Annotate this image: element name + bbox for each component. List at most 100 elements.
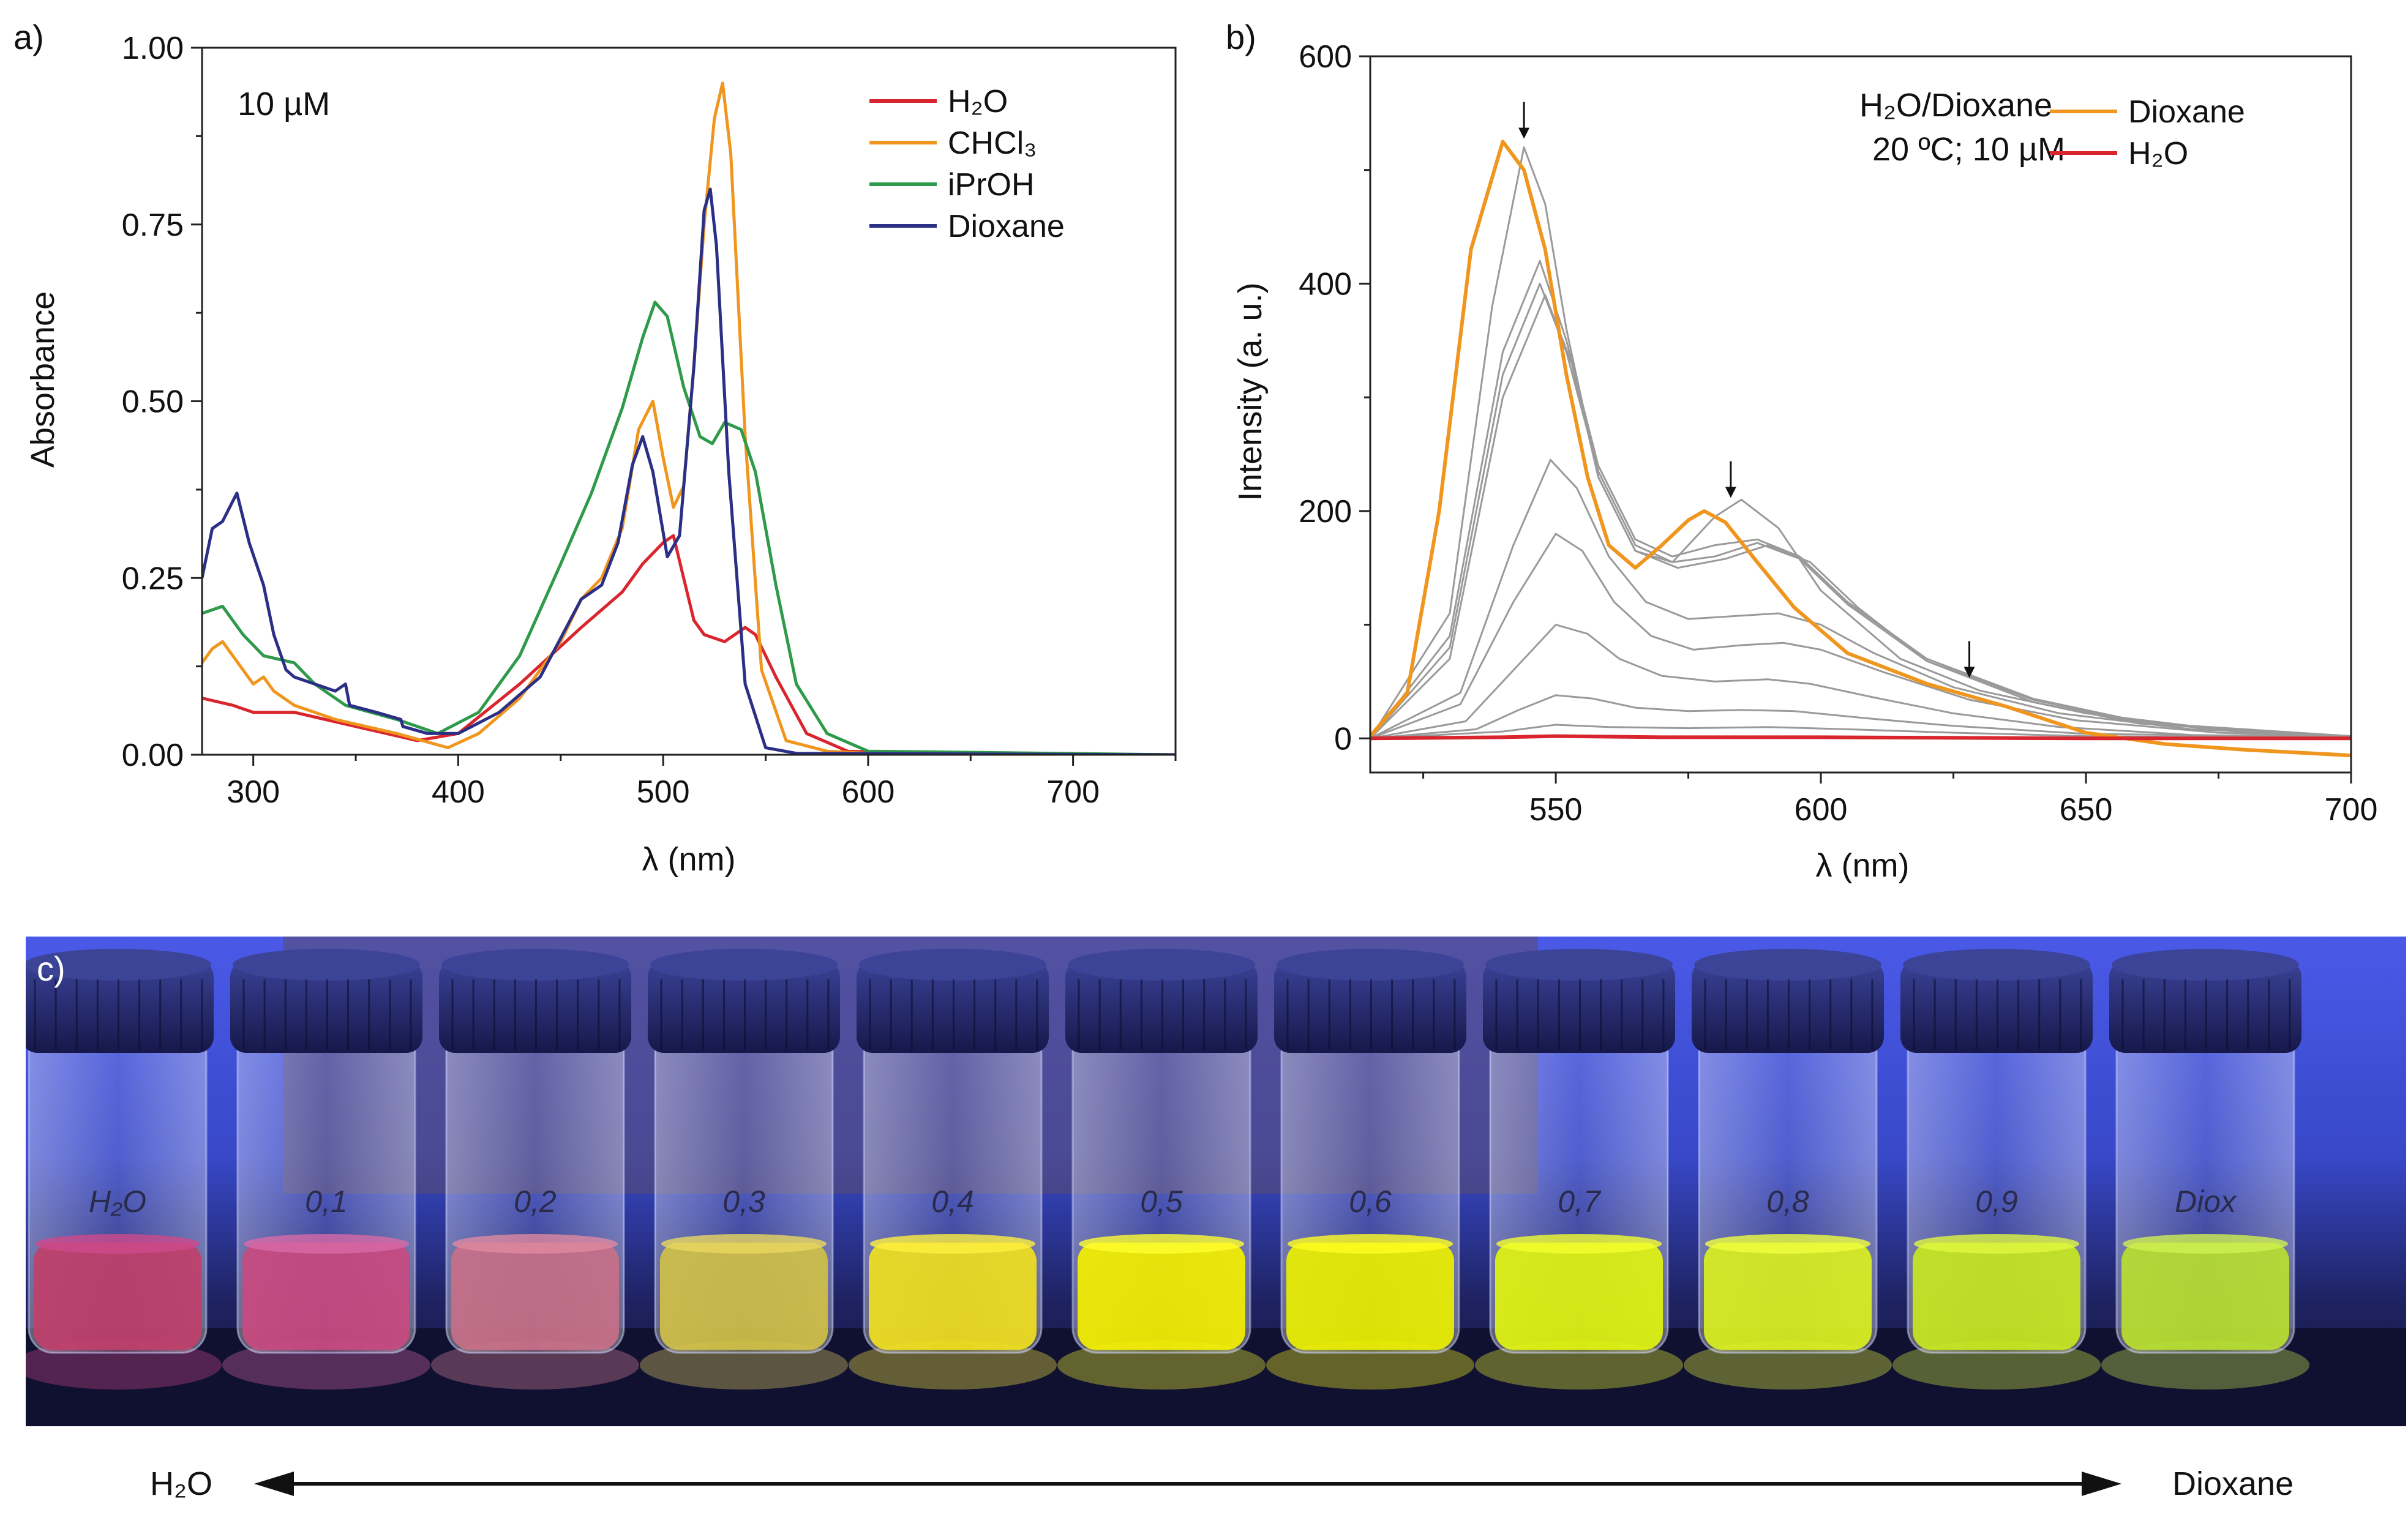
vial: 0,7	[1475, 949, 1683, 1390]
x-tick-label: 700	[2325, 792, 2378, 828]
emission-legend: Dioxane H₂O	[2050, 94, 2245, 171]
vial-meniscus	[661, 1234, 827, 1254]
vials-photo: H₂O 0,1 0,2 0,3 0,4 0,5 0,6 0,7 0,8 0,9 Diox	[26, 937, 2406, 1426]
vial-liquid	[1913, 1243, 2080, 1350]
series-line-mix-5	[1370, 458, 2351, 739]
series-line-mix-1	[1370, 146, 2351, 739]
vial-cap-top	[1277, 949, 1464, 981]
absorbance-concentration-note: 10 µM	[238, 86, 330, 122]
vial-label: H₂O	[89, 1184, 146, 1219]
panel-a-label: a)	[13, 18, 44, 56]
emission-axes: 550 600 650 700 0 200 400 600	[1299, 39, 2377, 828]
legend-label: Dioxane	[948, 209, 1065, 244]
emission-conditions-note: 20 ºC; 10 µM	[1872, 131, 2065, 168]
series-line-h-o	[1370, 734, 2351, 741]
vial: 0,3	[640, 949, 848, 1390]
vial: H₂O	[26, 949, 222, 1390]
y-tick-label: 1.00	[122, 31, 184, 66]
vial-label: Diox	[2175, 1184, 2237, 1219]
absorbance-plot-area	[202, 81, 1176, 755]
vial-label: 0,8	[1766, 1184, 1809, 1219]
x-tick-label: 650	[2060, 792, 2113, 828]
decrease-arrow-head	[1518, 127, 1530, 139]
legend-label: iPrOH	[948, 167, 1035, 203]
plot-frame	[1369, 55, 2352, 774]
series-line-mix-2	[1370, 260, 2351, 739]
y-tick-label: 200	[1299, 494, 1352, 529]
vial-cap-top	[650, 949, 838, 981]
series-line-mix-4	[1370, 294, 2351, 739]
y-tick-label: 0.75	[122, 208, 184, 243]
y-tick-label: 600	[1299, 39, 1352, 75]
legend-label: CHCl₃	[948, 125, 1037, 161]
vial-cap-top	[1485, 949, 1673, 981]
absorbance-x-axis-label: λ (nm)	[642, 841, 736, 878]
absorbance-legend: H₂O CHCl₃ iPrOH Dioxane	[869, 84, 1065, 244]
emission-decrease-arrows	[1518, 102, 1975, 678]
emission-plot-area	[1370, 140, 2351, 758]
x-tick-label: 600	[1795, 792, 1848, 828]
vial: Diox	[2101, 949, 2309, 1390]
y-tick-label: 0.25	[122, 561, 184, 596]
vial-cap-top	[233, 949, 420, 981]
emission-y-axis-label: Intensity (a. u.)	[1232, 282, 1269, 501]
x-tick-label: 500	[637, 774, 690, 810]
vial: 0,4	[849, 949, 1057, 1390]
legend-label: Dioxane	[2128, 94, 2245, 130]
absorbance-chart: 300 400 500 600 700 0.00 0.25 0.50 0.75 1.00 Abso…	[24, 31, 1177, 878]
vial-cap-top	[1068, 949, 1255, 981]
vial-liquid	[451, 1243, 619, 1350]
vial: 0,6	[1266, 949, 1474, 1390]
y-tick-label: 0	[1334, 721, 1352, 757]
series-line-mix-6	[1370, 533, 2351, 739]
absorbance-axes: 300 400 500 600 700 0.00 0.25 0.50 0.75 1.00	[122, 31, 1177, 810]
y-tick-label: 0.50	[122, 384, 184, 420]
vial: 0,8	[1684, 949, 1892, 1390]
vial-meniscus	[1705, 1234, 1870, 1254]
legend-label: H₂O	[2128, 136, 2188, 171]
vial-liquid	[1286, 1243, 1454, 1350]
absorbance-y-axis-label: Absorbance	[24, 291, 61, 468]
vials-row: H₂O 0,1 0,2 0,3 0,4 0,5 0,6 0,7 0,8 0,9 Diox	[26, 949, 2309, 1390]
series-line-iproh	[202, 301, 1176, 755]
vial-meniscus	[2123, 1234, 2288, 1254]
vial: 0,1	[222, 949, 430, 1390]
vial: 0,5	[1057, 949, 1266, 1390]
decrease-arrow-head	[1964, 667, 1975, 678]
vial-liquid	[1704, 1243, 1872, 1350]
emission-solvent-note: H₂O/Dioxane	[1859, 87, 2052, 124]
vial-meniscus	[35, 1234, 200, 1254]
vial-liquid	[242, 1243, 410, 1350]
x-tick-label: 600	[842, 774, 895, 810]
panel-c-label: c)	[37, 949, 66, 988]
gradient-arrow-head-right	[2082, 1472, 2121, 1496]
vial-cap-top	[1903, 949, 2090, 981]
vial-meniscus	[452, 1234, 618, 1254]
vial-label: 0,6	[1349, 1184, 1392, 1219]
vial: 0,9	[1892, 949, 2101, 1390]
series-line-mix-9	[1370, 724, 2351, 739]
emission-chart: 550 600 650 700 0 200 400 600 Intensity (a. u.)…	[1232, 39, 2377, 884]
vial-label: 0,5	[1140, 1184, 1183, 1219]
series-line-mix-8	[1370, 694, 2351, 739]
vial-liquid	[869, 1243, 1037, 1350]
emission-x-axis-label: λ (nm)	[1816, 847, 1910, 884]
vial-cap-top	[1694, 949, 1881, 981]
vial-label: 0,2	[514, 1184, 557, 1219]
panel-b-label: b)	[1226, 18, 1256, 56]
x-tick-label: 700	[1046, 774, 1100, 810]
vial-liquid	[2121, 1243, 2289, 1350]
vial-label: 0,9	[1975, 1184, 2018, 1219]
vial-cap-top	[26, 949, 211, 981]
y-tick-label: 0.00	[122, 738, 184, 773]
x-tick-label: 400	[432, 774, 485, 810]
gradient-right-label: Dioxane	[2172, 1465, 2294, 1502]
y-tick-label: 400	[1299, 266, 1352, 302]
series-line-dioxane	[1370, 140, 2351, 758]
series-line-mix-7	[1370, 624, 2351, 739]
decrease-arrow-head	[1725, 487, 1736, 498]
vial-label: 0,3	[722, 1184, 765, 1219]
series-line-h-o	[202, 534, 1176, 755]
vial-label: 0,4	[931, 1184, 974, 1219]
vial-cap-top	[2112, 949, 2299, 981]
